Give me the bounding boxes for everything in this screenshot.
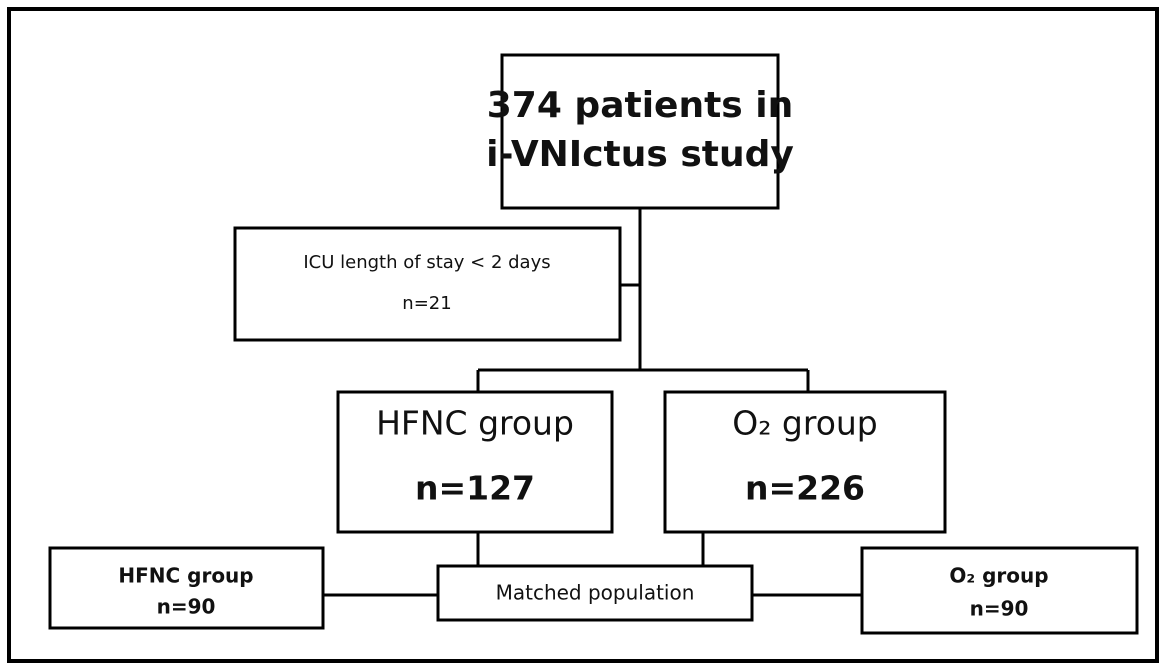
node-label: HFNC group xyxy=(118,564,253,588)
node-label: HFNC group xyxy=(376,404,574,443)
node-label: ICU length of stay < 2 days xyxy=(303,252,550,273)
node-box xyxy=(48,546,325,630)
node-box xyxy=(233,226,622,342)
node-box xyxy=(336,390,614,534)
node-label: n=90 xyxy=(157,595,216,619)
node-label: n=127 xyxy=(415,469,535,508)
node-label: n=90 xyxy=(970,597,1029,621)
node-label: i-VNIctus study xyxy=(486,134,794,175)
node-box xyxy=(860,546,1139,635)
node-label: n=21 xyxy=(402,293,451,314)
node-box xyxy=(663,390,947,534)
node-box xyxy=(500,53,780,210)
node-box xyxy=(436,564,754,622)
node-label: O₂ group xyxy=(732,404,878,443)
node-label: 374 patients in xyxy=(487,85,793,126)
node-label: Matched population xyxy=(496,581,695,605)
node-label: O₂ group xyxy=(949,564,1048,588)
node-label: n=226 xyxy=(745,469,865,508)
